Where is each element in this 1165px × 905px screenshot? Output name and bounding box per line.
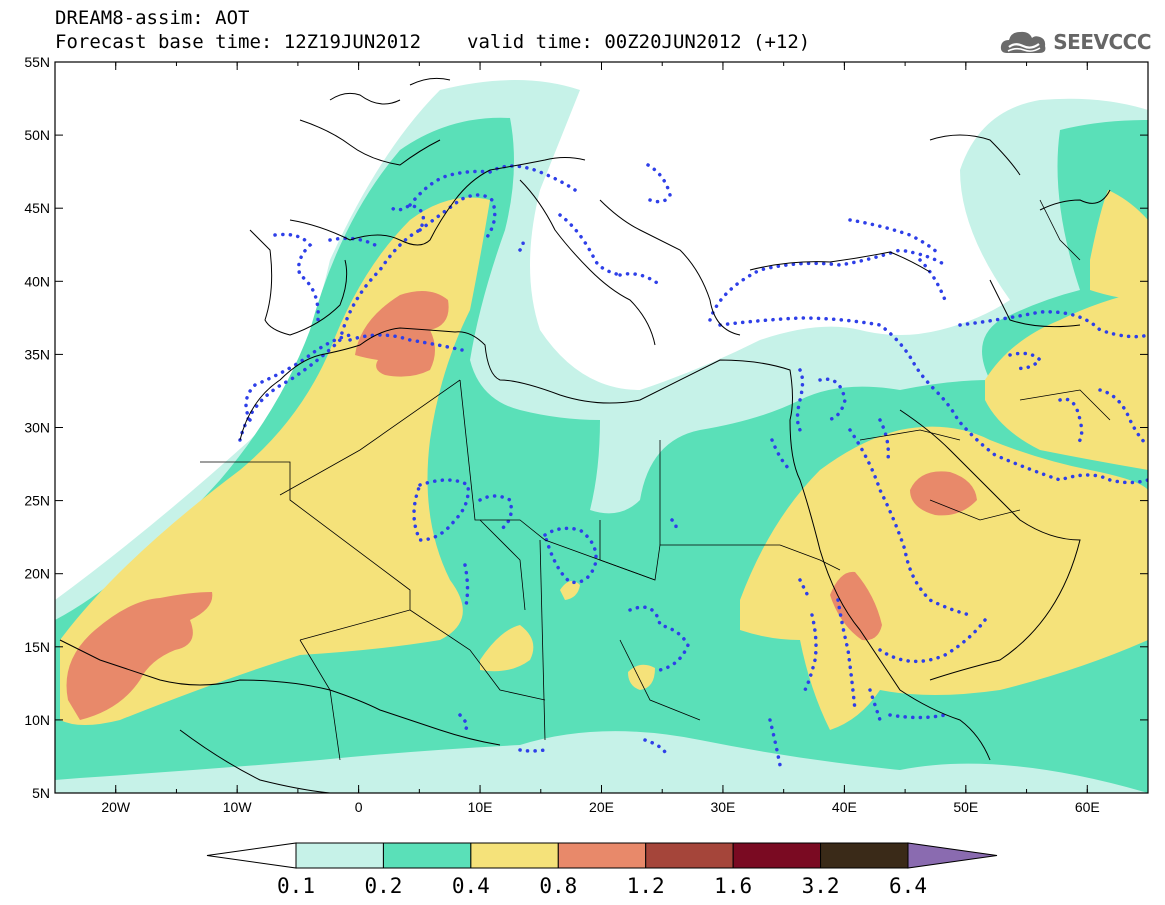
lat-label: 10N [24,712,50,728]
aot-0.8-contours [238,163,1148,767]
colorbar-label: 1.2 [627,874,665,898]
colorbar-label: 3.2 [802,874,840,898]
lon-label: 20W [101,799,131,815]
time-info: Forecast base time: 12Z19JUN2012 valid ti… [55,32,810,52]
lat-label: 40N [24,273,50,289]
colorbar: 0.1 0.2 0.4 0.8 1.2 1.6 3.2 6.4 [206,842,998,898]
colorbar-label: 0.1 [277,874,315,898]
colorbar-swatch [732,842,822,869]
lat-label: 55N [24,54,50,70]
axis-ticks [54,61,1149,794]
lon-label: 10W [223,799,253,815]
logo-text: SEEVCCC [1053,30,1151,54]
lat-label: 45N [24,200,50,216]
valid-time: valid time: 00Z20JUN2012 (+12) [467,31,811,53]
lon-label: 30E [710,799,735,815]
colorbar-swatch [645,842,734,869]
colorbar-over-arrow [907,842,998,869]
colorbar-swatch [382,842,472,869]
lon-label: 20E [589,799,614,815]
colorbar-label: 1.6 [714,874,752,898]
lon-label: 40E [832,799,857,815]
lat-label: 20N [24,566,50,582]
colorbar-label: 0.4 [452,874,490,898]
colorbar-swatch [470,842,559,869]
chart-title: DREAM8-assim: AOT [55,7,250,29]
colorbar-label: 0.2 [364,874,402,898]
map-layers [55,62,1148,793]
colorbar-swatch [295,842,384,869]
cloud-icon [1001,31,1046,53]
lat-label: 35N [24,346,50,362]
colorbar-label: 0.8 [539,874,577,898]
lon-label: 0 [355,799,363,815]
lon-label: 10E [468,799,493,815]
aot-band-0.8-1.2 [66,291,977,720]
colorbar-label: 6.4 [889,874,927,898]
colorbar-under-arrow [206,842,297,869]
seevccc-logo: SEEVCCC [999,26,1151,58]
axis-labels: 55N 50N 45N 40N 35N 30N 25N 20N 15N 10N 5N 20W 10W 0 1… [24,54,1099,815]
lat-label: 25N [24,493,50,509]
lat-label: 15N [24,639,50,655]
lat-label: 5N [32,785,50,801]
lon-label: 50E [953,799,978,815]
colorbar-swatch [820,842,909,869]
lat-label: 30N [24,420,50,436]
country-borders [200,199,1111,761]
lon-label: 60E [1075,799,1100,815]
coastlines [59,77,1111,793]
lat-label: 50N [24,127,50,143]
colorbar-swatch [557,842,647,869]
base-time: Forecast base time: 12Z19JUN2012 [55,31,422,53]
